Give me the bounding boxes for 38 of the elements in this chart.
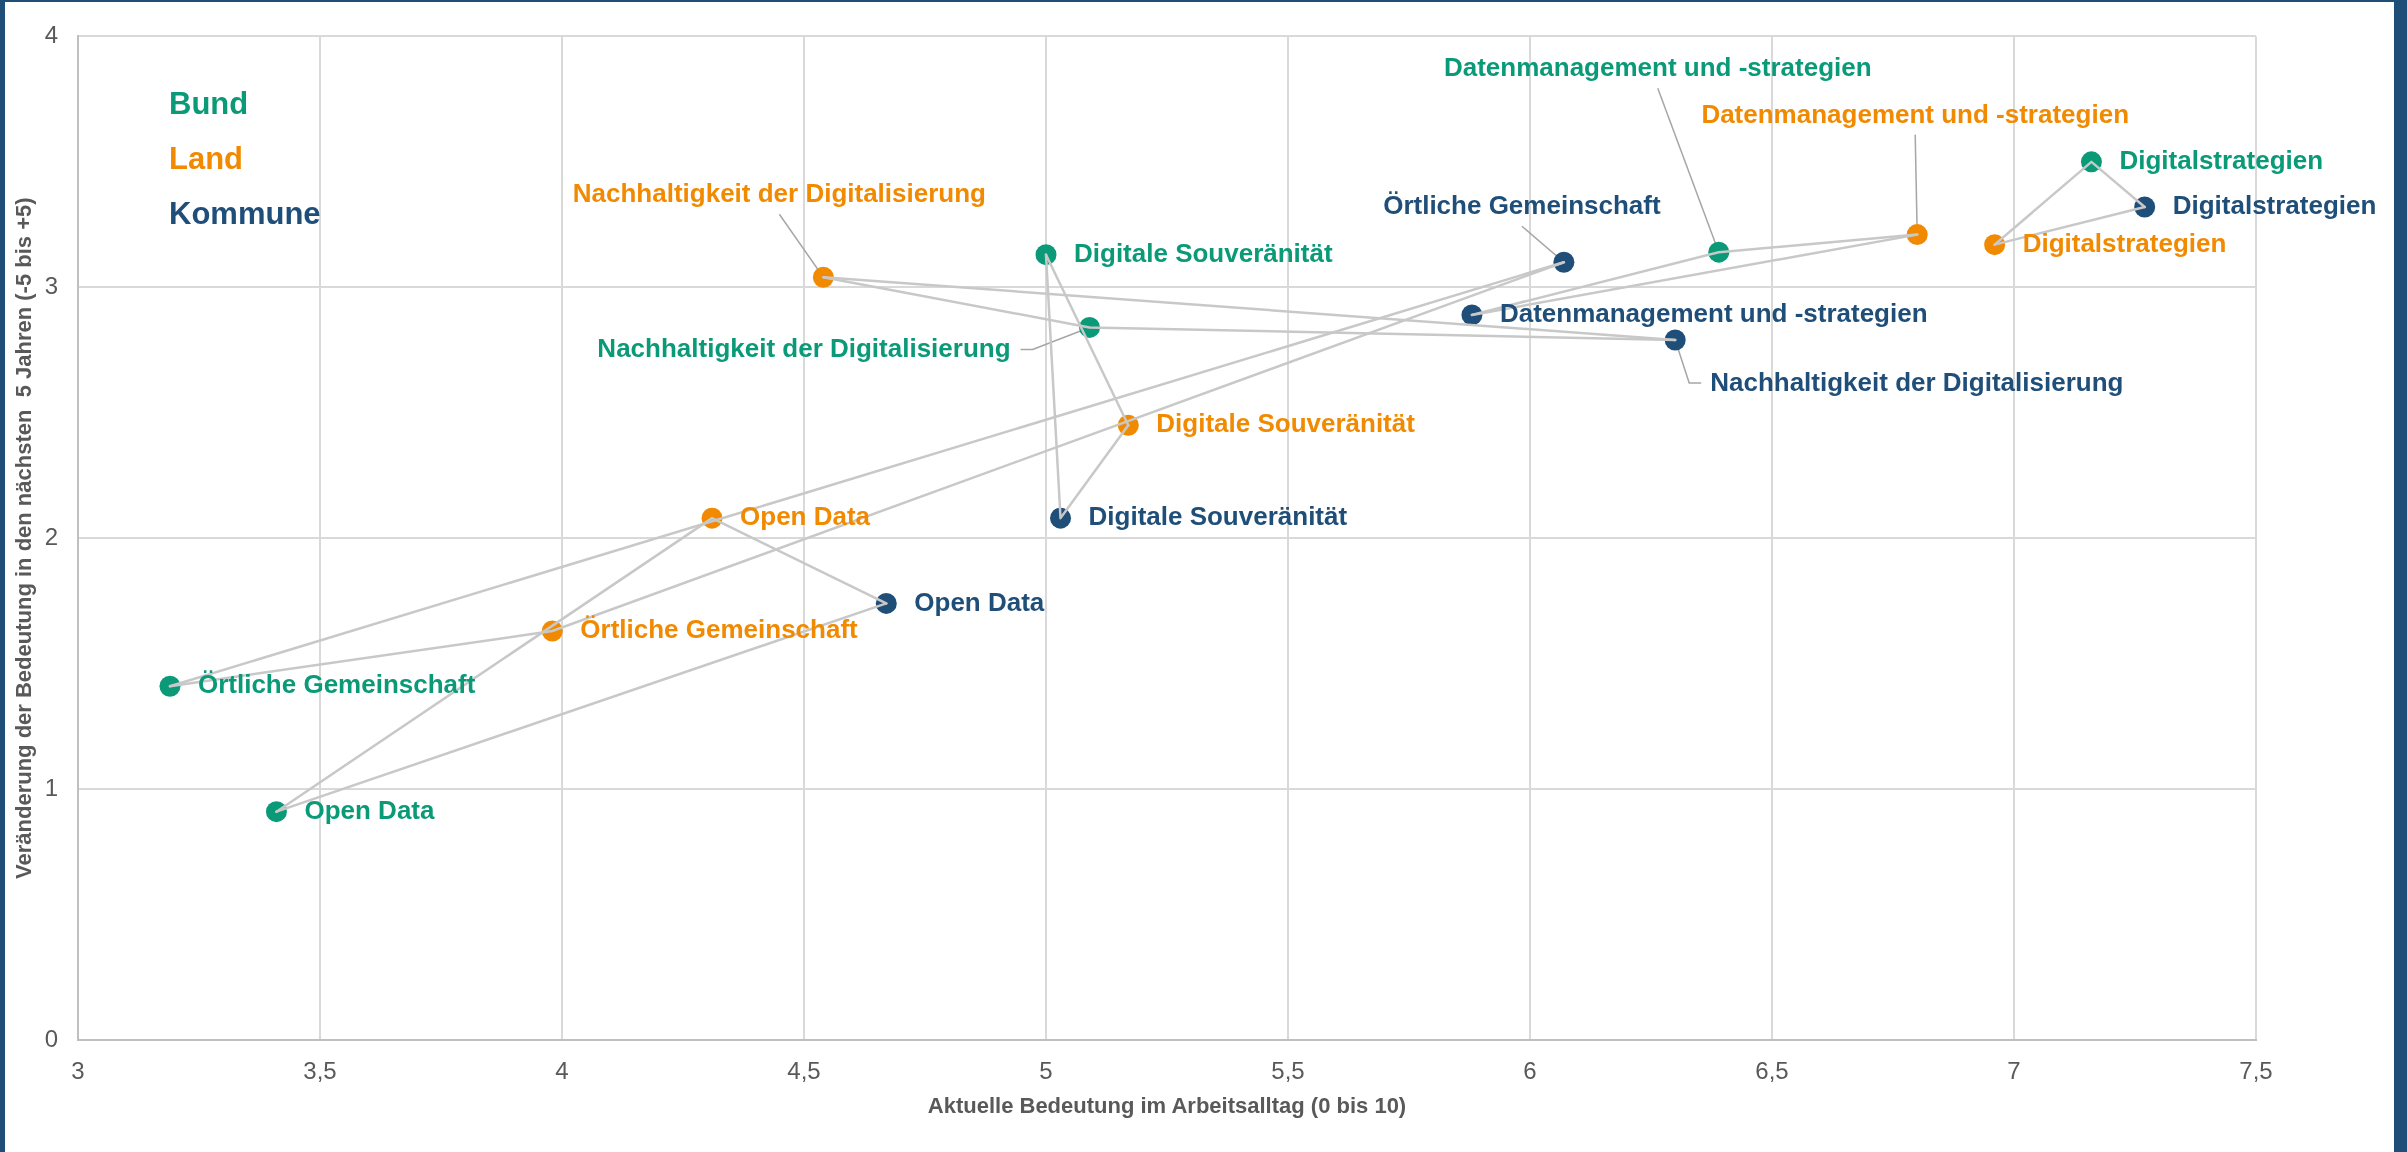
- y-tick-label: 0: [44, 1024, 58, 1052]
- data-label: Open Data: [304, 794, 436, 825]
- y-tick-label: 2: [44, 522, 58, 550]
- data-label: Open Data: [740, 501, 871, 532]
- data-label: Open Data: [914, 586, 1045, 617]
- data-label: Digitalstrategien: [2022, 227, 2227, 258]
- data-label: Datenmanagement und -strategien: [1701, 98, 2130, 129]
- data-label: Datenmanagement und -strategien: [1499, 298, 1928, 329]
- x-axis-title: Aktuelle Bedeutung im Arbeitsalltag (0 bis 10): [927, 1092, 1407, 1118]
- data-label: Digitalstrategien: [2172, 190, 2377, 221]
- y-axis-title: Veränderung der Bedeutung in den nächsten 5 Jahren (-5 bis +5): [11, 197, 37, 879]
- data-label: Digitale Souveränität: [1074, 237, 1333, 268]
- y-tick-label: 3: [44, 271, 58, 299]
- text: Kommune: [169, 195, 321, 231]
- data-label: Digitale Souveränität: [1156, 408, 1416, 439]
- x-tick-label: 4,5: [787, 1057, 821, 1085]
- data-label: Digitale Souveränität: [1088, 501, 1348, 532]
- x-tick-label: 6: [1523, 1057, 1537, 1085]
- x-tick-label: 7,5: [2239, 1057, 2273, 1085]
- data-label: Digitalstrategien: [2119, 145, 2324, 176]
- data-label: Örtliche Gemeinschaft: [1383, 190, 1661, 221]
- x-tick-label: 4: [555, 1057, 569, 1085]
- text: Bund: [169, 85, 249, 121]
- x-tick-label: 7: [2007, 1057, 2021, 1085]
- data-label: Nachhaltigkeit der Digitalisierung: [597, 332, 1011, 363]
- data-label: Örtliche Gemeinschaft: [580, 614, 859, 645]
- y-tick-label: 4: [44, 21, 58, 49]
- x-tick-label: 6,5: [1755, 1057, 1789, 1085]
- x-tick-label: 3,5: [303, 1057, 337, 1085]
- data-label: Nachhaltigkeit der Digitalisierung: [572, 178, 986, 209]
- x-tick-label: 5: [1039, 1057, 1053, 1085]
- x-tick-label: 3: [71, 1057, 85, 1085]
- y-tick-label: 1: [44, 773, 58, 801]
- x-tick-label: 5,5: [1271, 1057, 1305, 1085]
- data-label: Örtliche Gemeinschaft: [197, 669, 476, 700]
- data-label: Datenmanagement und -strategien: [1443, 52, 1872, 83]
- text: Land: [169, 140, 244, 176]
- data-label: Nachhaltigkeit der Digitalisierung: [1710, 367, 2124, 398]
